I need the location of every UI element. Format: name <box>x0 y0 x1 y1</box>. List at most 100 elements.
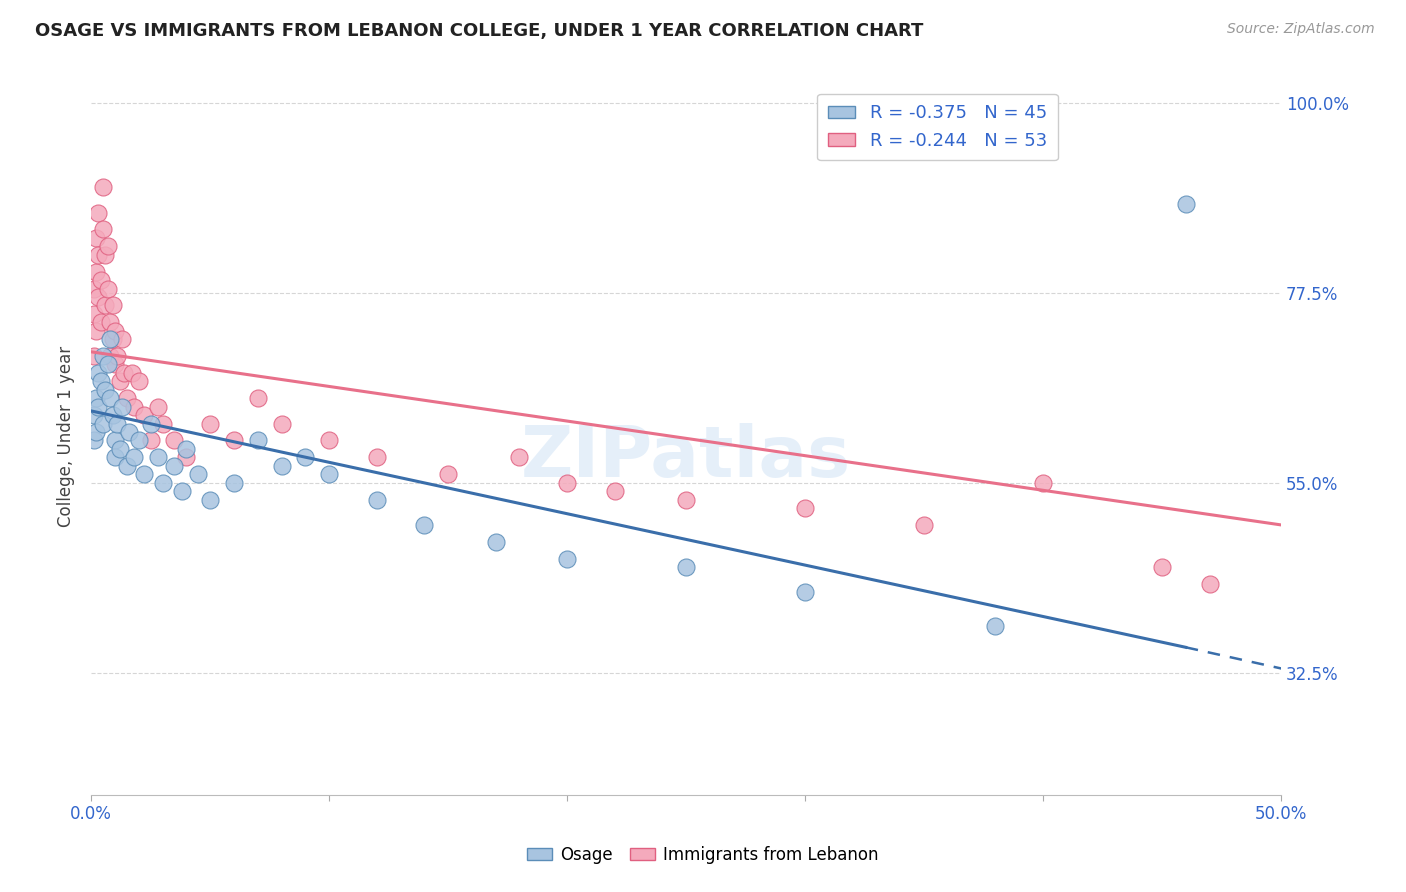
Point <box>794 585 817 599</box>
Point <box>163 434 186 448</box>
Point <box>94 383 117 397</box>
Point <box>83 434 105 448</box>
Point <box>270 458 292 473</box>
Y-axis label: College, Under 1 year: College, Under 1 year <box>58 346 75 527</box>
Point <box>912 517 935 532</box>
Point <box>1032 475 1054 490</box>
Point <box>87 290 110 304</box>
Point <box>98 391 121 405</box>
Point <box>83 307 105 321</box>
Point <box>198 417 221 431</box>
Point <box>104 358 127 372</box>
Point <box>603 484 626 499</box>
Point <box>366 492 388 507</box>
Point <box>84 391 107 405</box>
Point <box>98 332 121 346</box>
Point <box>104 450 127 465</box>
Text: OSAGE VS IMMIGRANTS FROM LEBANON COLLEGE, UNDER 1 YEAR CORRELATION CHART: OSAGE VS IMMIGRANTS FROM LEBANON COLLEGE… <box>35 22 924 40</box>
Point <box>87 366 110 380</box>
Point <box>675 492 697 507</box>
Point <box>146 400 169 414</box>
Point <box>83 281 105 295</box>
Point <box>132 408 155 422</box>
Point <box>91 222 114 236</box>
Point <box>90 315 112 329</box>
Point <box>98 349 121 363</box>
Point <box>83 408 105 422</box>
Point <box>187 467 209 482</box>
Point <box>111 332 134 346</box>
Point <box>97 358 120 372</box>
Point <box>485 534 508 549</box>
Point <box>83 349 105 363</box>
Point <box>555 551 578 566</box>
Point <box>114 366 136 380</box>
Point <box>84 324 107 338</box>
Point <box>91 349 114 363</box>
Point <box>152 417 174 431</box>
Point <box>318 467 340 482</box>
Point <box>1150 560 1173 574</box>
Point <box>97 239 120 253</box>
Point <box>90 375 112 389</box>
Point <box>437 467 460 482</box>
Point <box>984 619 1007 633</box>
Point <box>555 475 578 490</box>
Point <box>105 349 128 363</box>
Point <box>318 434 340 448</box>
Point <box>108 442 131 456</box>
Point <box>122 450 145 465</box>
Point <box>90 273 112 287</box>
Point <box>97 281 120 295</box>
Point <box>294 450 316 465</box>
Point <box>121 366 143 380</box>
Legend: Osage, Immigrants from Lebanon: Osage, Immigrants from Lebanon <box>520 839 886 871</box>
Point <box>87 205 110 219</box>
Point <box>84 231 107 245</box>
Point <box>101 298 124 312</box>
Point <box>176 450 198 465</box>
Point <box>101 332 124 346</box>
Point <box>146 450 169 465</box>
Point <box>104 324 127 338</box>
Point <box>87 400 110 414</box>
Point <box>198 492 221 507</box>
Point <box>366 450 388 465</box>
Point <box>222 434 245 448</box>
Legend: R = -0.375   N = 45, R = -0.244   N = 53: R = -0.375 N = 45, R = -0.244 N = 53 <box>817 94 1057 161</box>
Point <box>222 475 245 490</box>
Point <box>104 434 127 448</box>
Point <box>413 517 436 532</box>
Point <box>87 248 110 262</box>
Text: ZIPatlas: ZIPatlas <box>522 424 851 492</box>
Point <box>246 391 269 405</box>
Point <box>176 442 198 456</box>
Point <box>152 475 174 490</box>
Point <box>98 315 121 329</box>
Point <box>1198 577 1220 591</box>
Text: Source: ZipAtlas.com: Source: ZipAtlas.com <box>1227 22 1375 37</box>
Point <box>128 375 150 389</box>
Point <box>101 408 124 422</box>
Point <box>132 467 155 482</box>
Point <box>270 417 292 431</box>
Point <box>246 434 269 448</box>
Point <box>91 180 114 194</box>
Point <box>115 458 138 473</box>
Point <box>108 375 131 389</box>
Point <box>139 434 162 448</box>
Point <box>84 265 107 279</box>
Point <box>122 400 145 414</box>
Point <box>105 417 128 431</box>
Point <box>675 560 697 574</box>
Point <box>118 425 141 439</box>
Point <box>91 417 114 431</box>
Point <box>794 501 817 516</box>
Point <box>163 458 186 473</box>
Point <box>139 417 162 431</box>
Point <box>508 450 530 465</box>
Point <box>94 248 117 262</box>
Point <box>115 391 138 405</box>
Point <box>170 484 193 499</box>
Point <box>94 298 117 312</box>
